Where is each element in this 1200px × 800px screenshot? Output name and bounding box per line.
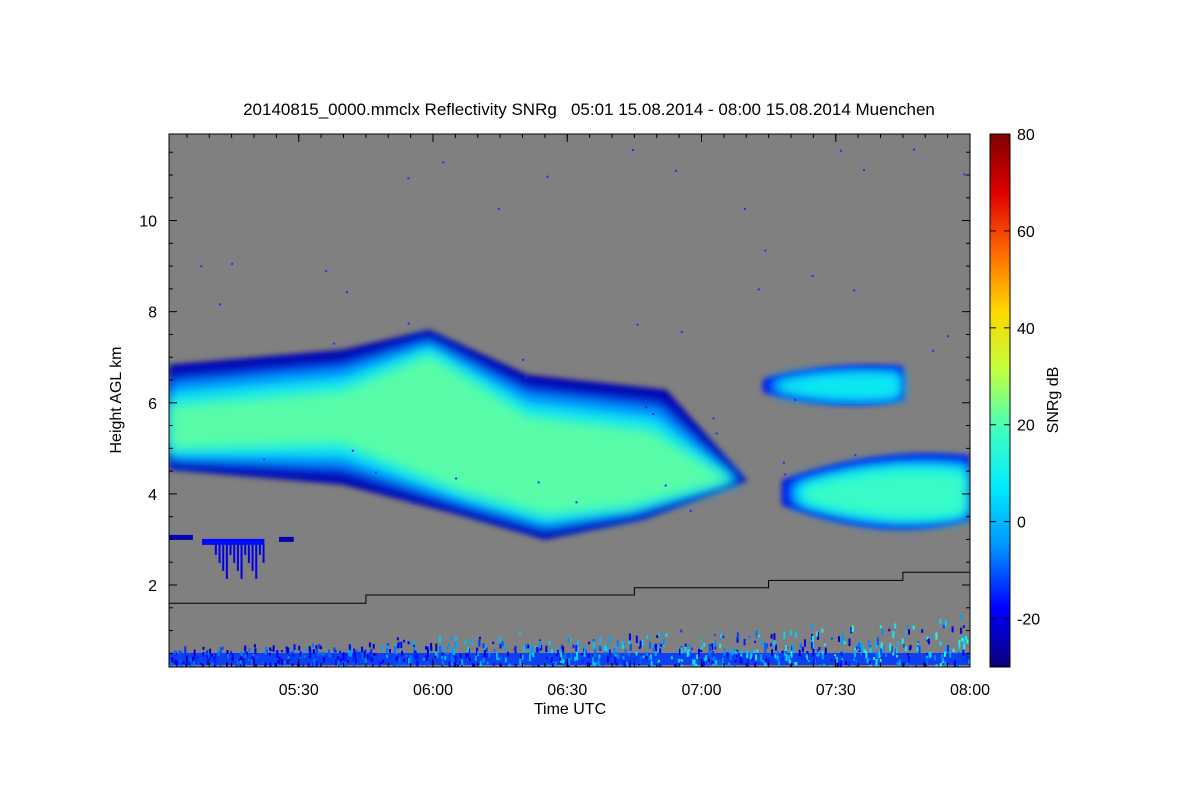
colorbar-ticks: -20 0 20 40 60 80 <box>990 127 1040 629</box>
colorbar-tick-label: -20 <box>1017 612 1040 629</box>
x-tick-label: 08:00 <box>950 682 990 699</box>
colorbar <box>989 133 1011 668</box>
x-tick-label: 07:00 <box>681 682 721 699</box>
x-tick-label: 07:30 <box>816 682 856 699</box>
y-axis-label: Height AGL km <box>108 346 125 453</box>
y-tick-label: 10 <box>139 214 157 231</box>
colorbar-label: SNRg dB <box>1045 367 1062 434</box>
y-axis-ticks: 2 4 6 8 10 <box>139 151 970 654</box>
x-tick-label: 05:30 <box>279 682 319 699</box>
echo-region <box>782 453 970 529</box>
colorbar-tick-label: 80 <box>1017 127 1035 144</box>
colorbar-tick-label: 0 <box>1017 515 1026 532</box>
y-tick-label: 4 <box>148 487 157 504</box>
colorbar-tick-label: 60 <box>1017 224 1035 241</box>
colorbar-tick-label: 40 <box>1017 321 1035 338</box>
radar-echoes <box>169 148 970 667</box>
chart-title: 20140815_0000.mmclx Reflectivity SNRg 05… <box>243 100 935 119</box>
y-tick-label: 8 <box>148 305 157 322</box>
plot-frame <box>168 133 971 668</box>
height-line <box>169 571 970 604</box>
echo-region <box>169 329 748 540</box>
x-tick-label: 06:00 <box>413 682 453 699</box>
noise-pixels <box>200 148 966 512</box>
y-tick-label: 2 <box>148 578 157 595</box>
x-axis-ticks: 05:30 06:00 06:30 07:00 07:30 08:00 <box>186 134 990 699</box>
x-tick-label: 06:30 <box>547 682 587 699</box>
echo-region <box>763 365 903 405</box>
colorbar-tick-label: 20 <box>1017 418 1035 435</box>
x-axis-label: Time UTC <box>534 701 606 718</box>
echo-region <box>169 534 294 579</box>
y-tick-label: 6 <box>148 396 157 413</box>
